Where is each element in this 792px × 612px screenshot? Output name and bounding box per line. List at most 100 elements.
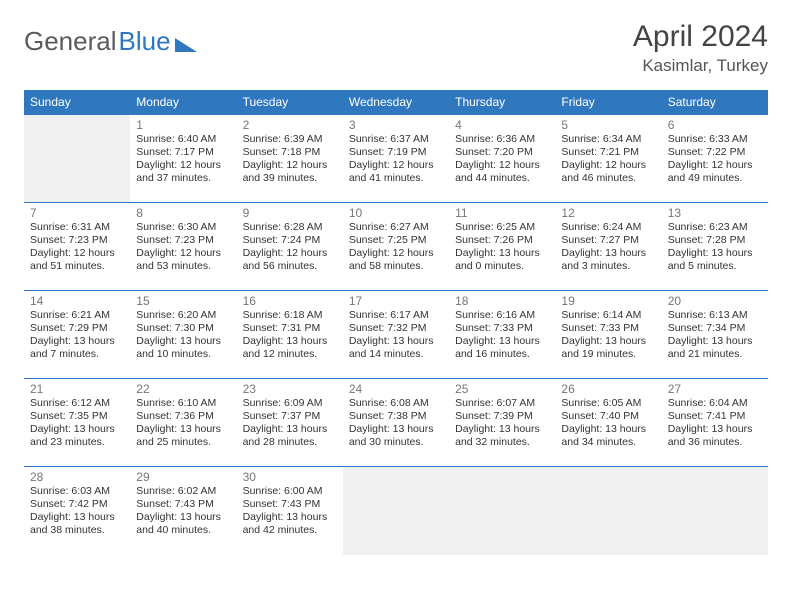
day-details: Sunrise: 6:24 AMSunset: 7:27 PMDaylight:… <box>561 221 655 274</box>
day-details: Sunrise: 6:02 AMSunset: 7:43 PMDaylight:… <box>136 485 230 538</box>
day-number: 8 <box>136 206 230 220</box>
day-details: Sunrise: 6:04 AMSunset: 7:41 PMDaylight:… <box>668 397 762 450</box>
day-number: 24 <box>349 382 443 396</box>
day-details: Sunrise: 6:40 AMSunset: 7:17 PMDaylight:… <box>136 133 230 186</box>
calendar-day-cell: 29Sunrise: 6:02 AMSunset: 7:43 PMDayligh… <box>130 467 236 555</box>
calendar-day-cell: 11Sunrise: 6:25 AMSunset: 7:26 PMDayligh… <box>449 203 555 291</box>
header-row: General Blue April 2024 Kasimlar, Turkey <box>24 20 768 76</box>
calendar-day-cell: 2Sunrise: 6:39 AMSunset: 7:18 PMDaylight… <box>237 115 343 203</box>
calendar-day-cell: 9Sunrise: 6:28 AMSunset: 7:24 PMDaylight… <box>237 203 343 291</box>
day-details: Sunrise: 6:25 AMSunset: 7:26 PMDaylight:… <box>455 221 549 274</box>
calendar-day-cell: 12Sunrise: 6:24 AMSunset: 7:27 PMDayligh… <box>555 203 661 291</box>
calendar-day-cell: 22Sunrise: 6:10 AMSunset: 7:36 PMDayligh… <box>130 379 236 467</box>
day-details: Sunrise: 6:10 AMSunset: 7:36 PMDaylight:… <box>136 397 230 450</box>
day-details: Sunrise: 6:07 AMSunset: 7:39 PMDaylight:… <box>455 397 549 450</box>
day-details: Sunrise: 6:03 AMSunset: 7:42 PMDaylight:… <box>30 485 124 538</box>
day-number: 11 <box>455 206 549 220</box>
calendar-empty-cell <box>449 467 555 555</box>
day-details: Sunrise: 6:28 AMSunset: 7:24 PMDaylight:… <box>243 221 337 274</box>
calendar-day-cell: 18Sunrise: 6:16 AMSunset: 7:33 PMDayligh… <box>449 291 555 379</box>
day-number: 17 <box>349 294 443 308</box>
calendar-page: General Blue April 2024 Kasimlar, Turkey… <box>0 0 792 575</box>
day-number: 6 <box>668 118 762 132</box>
calendar-week-row: 21Sunrise: 6:12 AMSunset: 7:35 PMDayligh… <box>24 379 768 467</box>
calendar-day-cell: 4Sunrise: 6:36 AMSunset: 7:20 PMDaylight… <box>449 115 555 203</box>
logo-text-general: General <box>24 26 117 57</box>
day-number: 30 <box>243 470 337 484</box>
day-details: Sunrise: 6:34 AMSunset: 7:21 PMDaylight:… <box>561 133 655 186</box>
day-details: Sunrise: 6:17 AMSunset: 7:32 PMDaylight:… <box>349 309 443 362</box>
day-details: Sunrise: 6:08 AMSunset: 7:38 PMDaylight:… <box>349 397 443 450</box>
day-details: Sunrise: 6:20 AMSunset: 7:30 PMDaylight:… <box>136 309 230 362</box>
day-details: Sunrise: 6:33 AMSunset: 7:22 PMDaylight:… <box>668 133 762 186</box>
calendar-day-cell: 7Sunrise: 6:31 AMSunset: 7:23 PMDaylight… <box>24 203 130 291</box>
day-number: 23 <box>243 382 337 396</box>
day-number: 29 <box>136 470 230 484</box>
calendar-week-row: 7Sunrise: 6:31 AMSunset: 7:23 PMDaylight… <box>24 203 768 291</box>
day-header: Tuesday <box>237 90 343 115</box>
day-details: Sunrise: 6:37 AMSunset: 7:19 PMDaylight:… <box>349 133 443 186</box>
day-number: 12 <box>561 206 655 220</box>
logo-text-blue: Blue <box>119 26 171 57</box>
day-number: 25 <box>455 382 549 396</box>
calendar-day-cell: 13Sunrise: 6:23 AMSunset: 7:28 PMDayligh… <box>662 203 768 291</box>
calendar-table: SundayMondayTuesdayWednesdayThursdayFrid… <box>24 90 768 555</box>
day-header: Wednesday <box>343 90 449 115</box>
day-number: 21 <box>30 382 124 396</box>
calendar-empty-cell <box>343 467 449 555</box>
calendar-day-cell: 20Sunrise: 6:13 AMSunset: 7:34 PMDayligh… <box>662 291 768 379</box>
day-number: 20 <box>668 294 762 308</box>
calendar-day-cell: 28Sunrise: 6:03 AMSunset: 7:42 PMDayligh… <box>24 467 130 555</box>
day-details: Sunrise: 6:27 AMSunset: 7:25 PMDaylight:… <box>349 221 443 274</box>
day-details: Sunrise: 6:12 AMSunset: 7:35 PMDaylight:… <box>30 397 124 450</box>
day-number: 27 <box>668 382 762 396</box>
calendar-day-cell: 16Sunrise: 6:18 AMSunset: 7:31 PMDayligh… <box>237 291 343 379</box>
day-number: 13 <box>668 206 762 220</box>
calendar-day-cell: 8Sunrise: 6:30 AMSunset: 7:23 PMDaylight… <box>130 203 236 291</box>
calendar-day-cell: 15Sunrise: 6:20 AMSunset: 7:30 PMDayligh… <box>130 291 236 379</box>
calendar-day-cell: 1Sunrise: 6:40 AMSunset: 7:17 PMDaylight… <box>130 115 236 203</box>
day-details: Sunrise: 6:30 AMSunset: 7:23 PMDaylight:… <box>136 221 230 274</box>
day-number: 7 <box>30 206 124 220</box>
day-header: Saturday <box>662 90 768 115</box>
calendar-day-cell: 19Sunrise: 6:14 AMSunset: 7:33 PMDayligh… <box>555 291 661 379</box>
calendar-day-cell: 27Sunrise: 6:04 AMSunset: 7:41 PMDayligh… <box>662 379 768 467</box>
location-text: Kasimlar, Turkey <box>633 56 768 76</box>
calendar-header: SundayMondayTuesdayWednesdayThursdayFrid… <box>24 90 768 115</box>
calendar-week-row: 1Sunrise: 6:40 AMSunset: 7:17 PMDaylight… <box>24 115 768 203</box>
calendar-day-cell: 14Sunrise: 6:21 AMSunset: 7:29 PMDayligh… <box>24 291 130 379</box>
logo: General Blue <box>24 20 197 57</box>
calendar-empty-cell <box>555 467 661 555</box>
day-number: 18 <box>455 294 549 308</box>
day-header: Monday <box>130 90 236 115</box>
day-details: Sunrise: 6:23 AMSunset: 7:28 PMDaylight:… <box>668 221 762 274</box>
calendar-day-cell: 24Sunrise: 6:08 AMSunset: 7:38 PMDayligh… <box>343 379 449 467</box>
day-details: Sunrise: 6:09 AMSunset: 7:37 PMDaylight:… <box>243 397 337 450</box>
calendar-day-cell: 3Sunrise: 6:37 AMSunset: 7:19 PMDaylight… <box>343 115 449 203</box>
day-header: Thursday <box>449 90 555 115</box>
day-number: 2 <box>243 118 337 132</box>
calendar-day-cell: 26Sunrise: 6:05 AMSunset: 7:40 PMDayligh… <box>555 379 661 467</box>
calendar-week-row: 14Sunrise: 6:21 AMSunset: 7:29 PMDayligh… <box>24 291 768 379</box>
calendar-week-row: 28Sunrise: 6:03 AMSunset: 7:42 PMDayligh… <box>24 467 768 555</box>
day-details: Sunrise: 6:39 AMSunset: 7:18 PMDaylight:… <box>243 133 337 186</box>
day-details: Sunrise: 6:16 AMSunset: 7:33 PMDaylight:… <box>455 309 549 362</box>
day-number: 5 <box>561 118 655 132</box>
month-title: April 2024 <box>633 20 768 54</box>
calendar-empty-cell <box>662 467 768 555</box>
logo-triangle-icon <box>175 38 197 52</box>
calendar-day-cell: 6Sunrise: 6:33 AMSunset: 7:22 PMDaylight… <box>662 115 768 203</box>
calendar-day-cell: 10Sunrise: 6:27 AMSunset: 7:25 PMDayligh… <box>343 203 449 291</box>
day-number: 28 <box>30 470 124 484</box>
day-details: Sunrise: 6:00 AMSunset: 7:43 PMDaylight:… <box>243 485 337 538</box>
calendar-day-cell: 23Sunrise: 6:09 AMSunset: 7:37 PMDayligh… <box>237 379 343 467</box>
day-number: 10 <box>349 206 443 220</box>
day-number: 26 <box>561 382 655 396</box>
day-number: 15 <box>136 294 230 308</box>
calendar-day-cell: 17Sunrise: 6:17 AMSunset: 7:32 PMDayligh… <box>343 291 449 379</box>
day-number: 9 <box>243 206 337 220</box>
day-details: Sunrise: 6:31 AMSunset: 7:23 PMDaylight:… <box>30 221 124 274</box>
day-number: 22 <box>136 382 230 396</box>
day-details: Sunrise: 6:36 AMSunset: 7:20 PMDaylight:… <box>455 133 549 186</box>
calendar-day-cell: 5Sunrise: 6:34 AMSunset: 7:21 PMDaylight… <box>555 115 661 203</box>
